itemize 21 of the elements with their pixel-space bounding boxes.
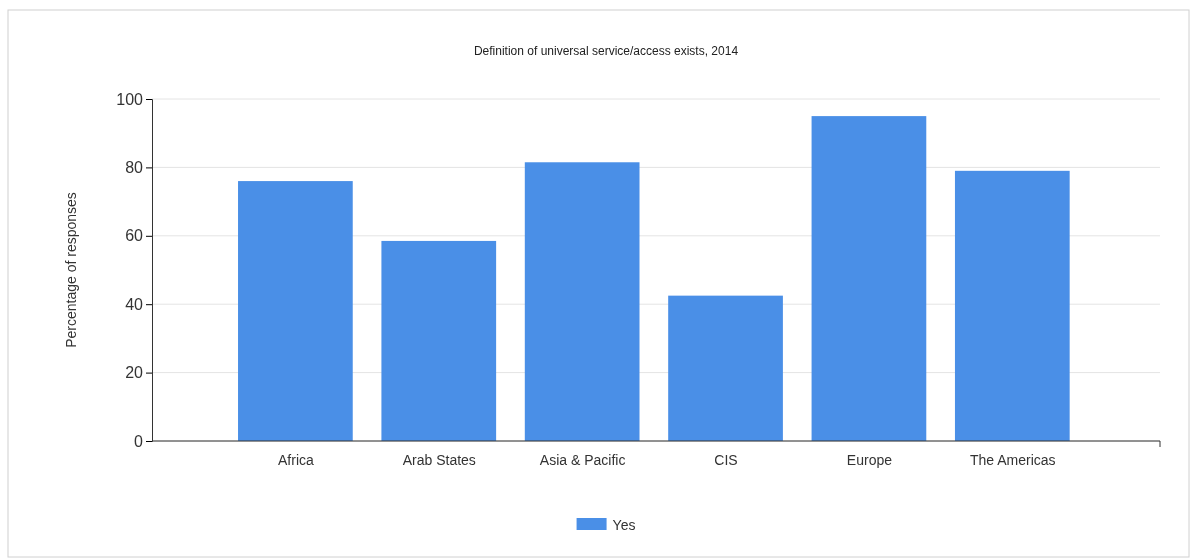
bar xyxy=(381,240,497,441)
y-tick-label: 80 xyxy=(125,159,144,177)
y-tick-label: 100 xyxy=(116,90,144,108)
x-tick-label: The Americas xyxy=(970,452,1056,468)
x-tick-label: Arab States xyxy=(402,452,476,468)
x-tick-label: CIS xyxy=(714,452,738,468)
bar xyxy=(238,181,353,441)
x-tick-label: Africa xyxy=(277,452,314,468)
bar xyxy=(668,295,783,441)
bar xyxy=(524,162,640,441)
bar xyxy=(811,116,927,441)
y-axis-title: Percentage of responses xyxy=(63,192,79,348)
y-tick-label: 40 xyxy=(125,295,144,313)
chart-title: Definition of universal service/access exists, 2014 xyxy=(473,44,739,58)
y-tick-label: 20 xyxy=(125,364,144,382)
bar xyxy=(954,170,1070,441)
x-tick-label: Asia & Pacific xyxy=(539,452,626,468)
legend-label: Yes xyxy=(612,517,636,533)
x-tick-label: Europe xyxy=(846,452,893,468)
y-tick-label: 0 xyxy=(134,432,144,450)
y-tick-label: 60 xyxy=(125,227,144,245)
